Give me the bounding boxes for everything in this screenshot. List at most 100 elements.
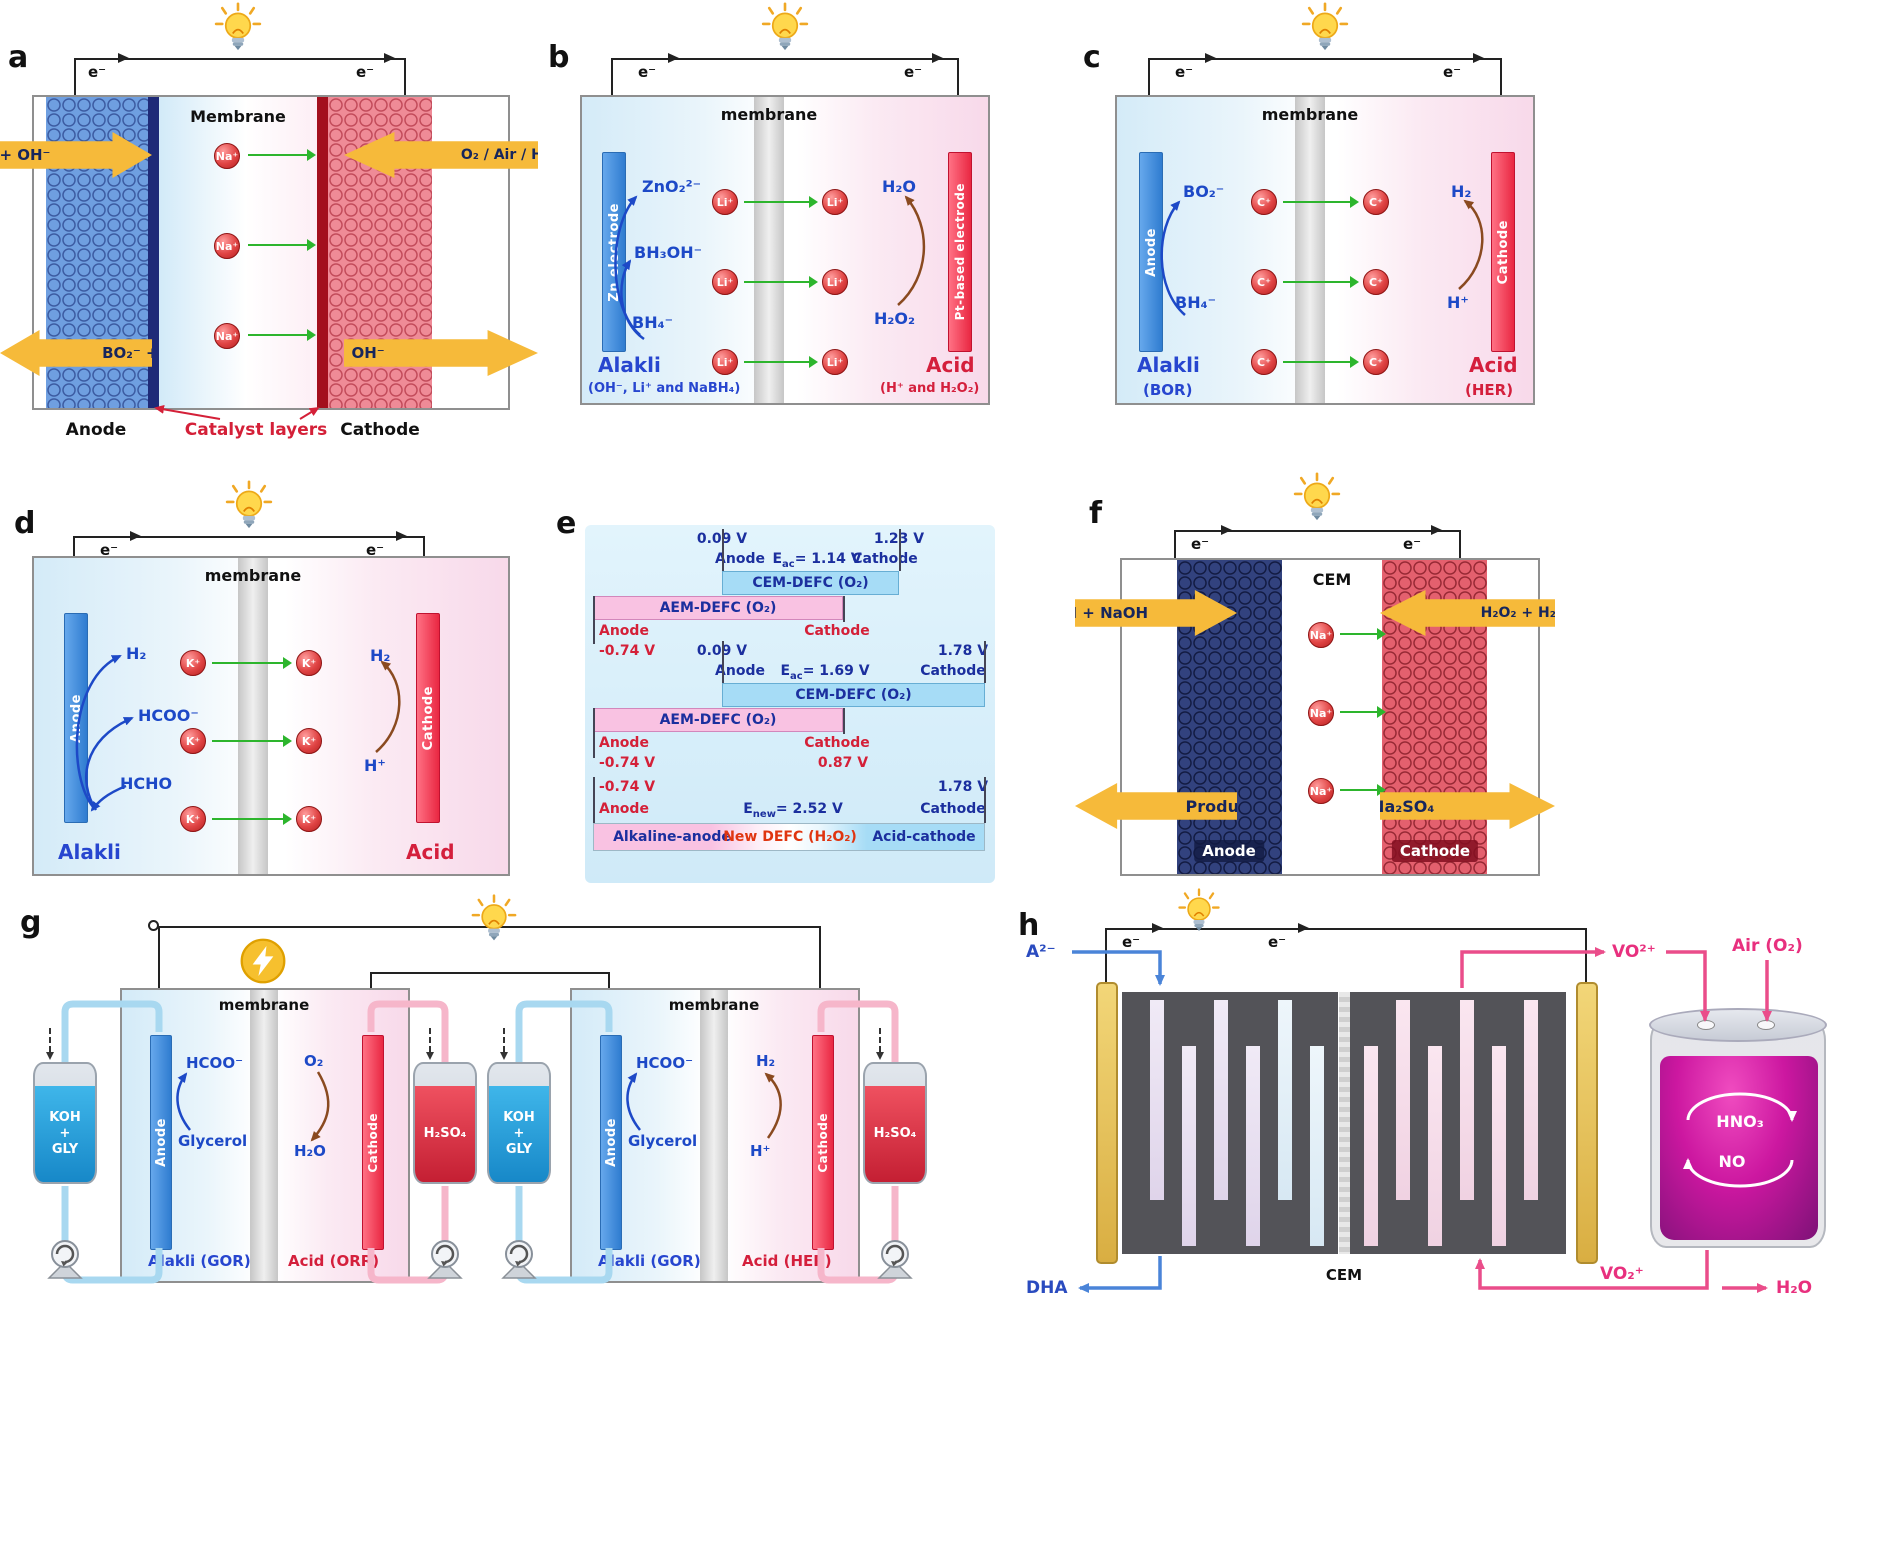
panel-h: h e⁻ e⁻ CEM: [1010, 900, 1896, 1340]
species-h-plus: H⁺: [1447, 293, 1469, 312]
cathode-label: Cathode: [1391, 840, 1479, 862]
panel-e-label: e: [556, 506, 577, 541]
ion-transfer-arrow: [744, 356, 818, 368]
electron-label-left: e⁻: [88, 63, 107, 81]
g2-cathode-voltage: 1.78 V: [937, 643, 989, 659]
pump-icon: [423, 1236, 467, 1280]
ion-transfer-arrow: [744, 196, 818, 208]
voltage-tick: [843, 708, 845, 734]
wire-terminal: [148, 920, 159, 931]
electron-flow-arrow: [668, 53, 679, 63]
electron-flow-arrow: [932, 53, 943, 63]
alkali-subtitle: (OH⁻, Li⁺ and NaBH₄): [588, 381, 741, 396]
circuit-wire: [1585, 928, 1587, 984]
reaction-arrows: [1160, 199, 1484, 316]
panel-g-label: g: [20, 905, 42, 940]
lithium-ion: Li⁺: [822, 189, 848, 215]
circuit-wire: [404, 58, 406, 95]
tank-label: H₂SO₄: [873, 1125, 917, 1141]
flow-channel: [1310, 1046, 1324, 1246]
alkali-title: Alakli: [58, 840, 121, 864]
g3-cathode-label: Cathode: [920, 801, 986, 817]
voltage-tick: [593, 596, 595, 644]
g2-aem-defc-bar: AEM-DEFC (O₂): [593, 708, 843, 732]
tank-liquid: H₂SO₄: [865, 1086, 925, 1182]
flow-channel: [1182, 1046, 1196, 1246]
ion-transfer-arrow: [212, 735, 292, 747]
light-bulb-icon: [210, 2, 266, 58]
acid-title: Acid: [406, 840, 455, 864]
circuit-wire: [1174, 530, 1461, 532]
cation: C⁺: [1251, 269, 1277, 295]
acid-cathode-segment-label: Acid-cathode: [872, 829, 976, 845]
ion-transfer-arrow: [248, 329, 316, 341]
air-o2-label: Air (O₂): [1732, 936, 1803, 956]
vo2plus-to-beaker-line: [1666, 950, 1710, 1022]
koh-tube: [515, 1000, 613, 1064]
e-subscript: ac: [790, 670, 803, 682]
a2-label: A²⁻: [1026, 942, 1056, 962]
g3-anode-label: Anode: [599, 801, 649, 817]
cathode-flow-plate: [1350, 992, 1566, 1254]
inner-circuit-wire: [370, 972, 610, 974]
membrane-label: Membrane: [190, 107, 286, 126]
vo2plus-out-line: [1460, 947, 1606, 988]
ion-transfer-arrow: [1283, 356, 1359, 368]
membrane-label: membrane: [720, 105, 818, 124]
e-subscript: new: [752, 808, 776, 820]
flow-channel: [1396, 1000, 1410, 1200]
electron-label-right: e⁻: [1443, 63, 1462, 81]
panel-b: b e⁻ e⁻ membrane Zn electrode Pt-based e…: [540, 0, 1010, 476]
current-collector-right: [1576, 982, 1598, 1264]
panel-d: d e⁻ e⁻ membrane Anode Cathode H₂ HCOO⁻ …: [0, 478, 540, 908]
electron-label-left: e⁻: [100, 541, 119, 559]
ion-transfer-arrow: [1340, 784, 1386, 796]
acid-subtitle: (H⁺ and H₂O₂): [880, 381, 980, 396]
flow-channel: [1524, 1000, 1538, 1200]
flow-lines: [1072, 947, 1772, 1293]
e-symbol: E: [743, 801, 753, 817]
species-bh4: BH₄⁻: [1175, 293, 1217, 312]
circuit-wire: [74, 58, 76, 95]
species-h2: H₂: [1451, 182, 1472, 201]
g1-cathode-label-aem: Cathode: [804, 623, 870, 639]
acid-tube: [817, 1000, 899, 1064]
panel-c: c e⁻ e⁻ membrane Anode Cathode BO₂⁻ BH₄⁻…: [1075, 0, 1555, 476]
panel-f-label: f: [1089, 496, 1103, 531]
electron-flow-arrow: [118, 53, 129, 63]
panel-h-label: h: [1018, 908, 1040, 943]
electron-flow-arrow: [1298, 923, 1309, 933]
g3-enew-value: Enew= 2.52 V: [743, 801, 843, 820]
potassium-ion: K⁺: [180, 728, 206, 754]
cell-d-box: membrane Anode Cathode H₂ HCOO⁻ HCHO H₂ …: [32, 556, 510, 876]
e-value: = 1.69 V: [802, 663, 870, 679]
pump-icon: [873, 1236, 917, 1280]
alkali-title: Alakli: [598, 353, 661, 377]
tank-label: KOH + GLY: [49, 1109, 81, 1158]
flow-channel: [1278, 1000, 1292, 1200]
cation: C⁺: [1363, 269, 1389, 295]
flow-channel: [1246, 1046, 1260, 1246]
voltage-tick: [984, 777, 986, 823]
g2-eac-value: Eac= 1.69 V: [780, 663, 869, 682]
tank-label: KOH + GLY: [503, 1109, 535, 1158]
alkali-title: Alakli (GOR): [598, 1252, 701, 1270]
membrane-label: CEM: [1312, 570, 1352, 589]
light-bulb-icon: [757, 2, 813, 58]
panel-a: a e⁻ e⁻ Membrane Na⁺ Na⁺ Na⁺ BH₄⁻ + OH⁻ …: [0, 0, 540, 476]
ion-transfer-arrow: [1340, 706, 1386, 718]
light-bulb-icon: [221, 480, 277, 536]
cem-label: CEM: [1325, 1266, 1363, 1284]
g2-cem-defc-bar: CEM-DEFC (O₂): [722, 683, 985, 707]
h2so4-tank: H₂SO₄: [863, 1062, 927, 1184]
anode-label: Anode: [65, 420, 127, 440]
ion-transfer-arrow: [212, 657, 292, 669]
voltage-tick: [843, 596, 845, 622]
e-symbol: E: [772, 551, 783, 567]
species-h2o: H₂O: [882, 177, 916, 196]
dha-label: DHA: [1026, 1278, 1068, 1298]
anode-label: Anode: [1194, 840, 1264, 862]
g3-new-defc-bar: Alkaline-anode New DEFC (H₂O₂) Acid-cath…: [593, 823, 985, 851]
species-formate: HCOO⁻: [138, 706, 199, 725]
